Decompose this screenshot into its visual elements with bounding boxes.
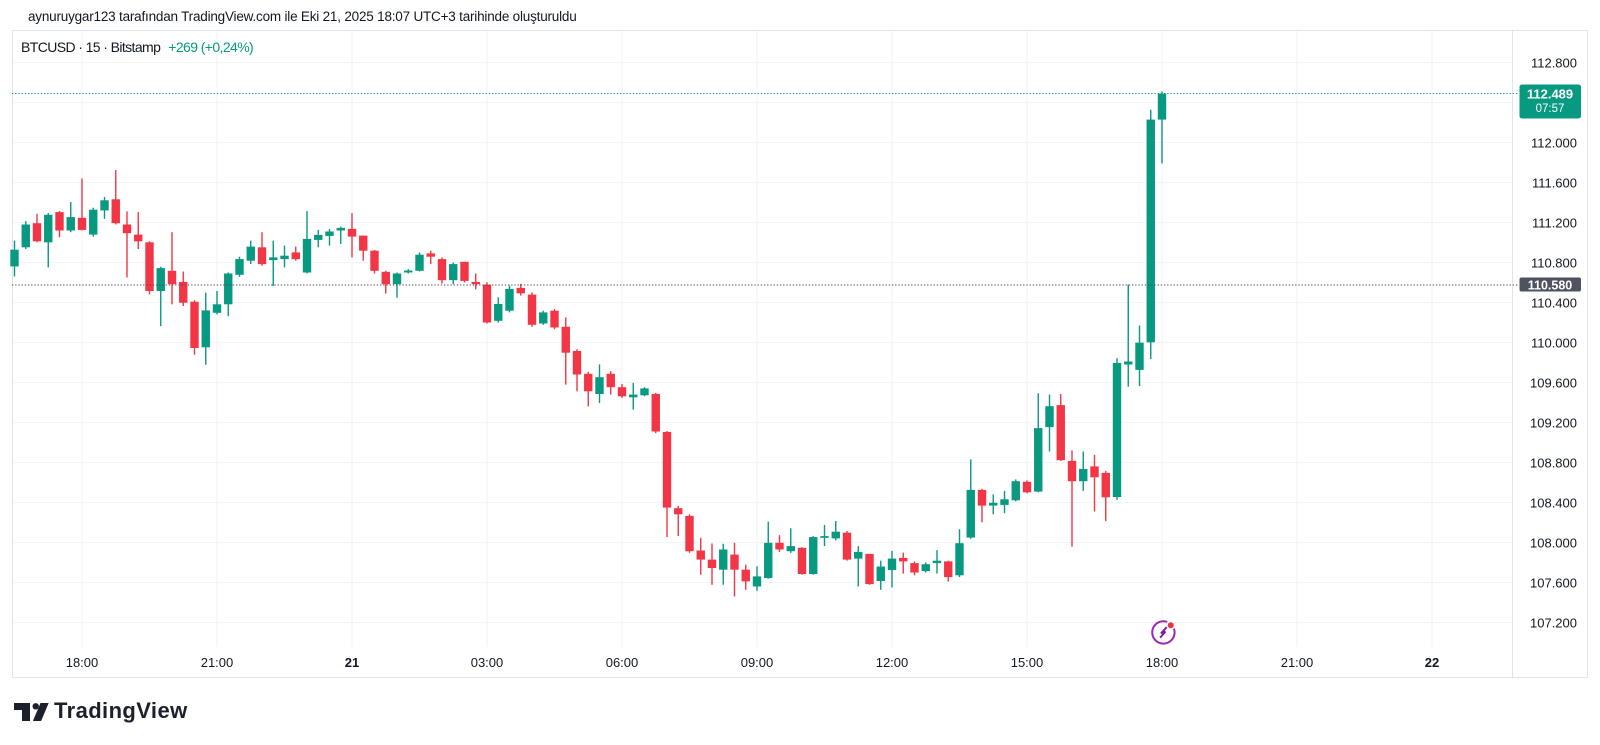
svg-text:110.000: 110.000 (1531, 336, 1577, 351)
svg-text:22: 22 (1425, 655, 1439, 670)
svg-text:108.400: 108.400 (1530, 496, 1577, 511)
svg-text:109.200: 109.200 (1530, 416, 1577, 431)
svg-text:112.800: 112.800 (1531, 56, 1577, 71)
svg-text:109.600: 109.600 (1530, 376, 1577, 391)
svg-text:03:00: 03:00 (471, 655, 504, 670)
svg-text:111.600: 111.600 (1532, 176, 1577, 191)
svg-text:TradingView: TradingView (54, 698, 188, 723)
svg-text:112.000: 112.000 (1531, 136, 1577, 151)
svg-text:110.400: 110.400 (1531, 296, 1577, 311)
svg-text:15:00: 15:00 (1011, 655, 1044, 670)
svg-text:21:00: 21:00 (201, 655, 234, 670)
svg-text:108.800: 108.800 (1530, 456, 1577, 471)
svg-text:112.489: 112.489 (1527, 87, 1573, 102)
svg-text:06:00: 06:00 (606, 655, 639, 670)
svg-text:21: 21 (345, 655, 359, 670)
svg-text:12:00: 12:00 (876, 655, 909, 670)
svg-text:110.580: 110.580 (1528, 279, 1573, 293)
svg-text:18:00: 18:00 (66, 655, 99, 670)
svg-text:21:00: 21:00 (1281, 655, 1314, 670)
svg-text:18:00: 18:00 (1146, 655, 1179, 670)
svg-text:110.800: 110.800 (1531, 256, 1577, 271)
svg-text:107.200: 107.200 (1530, 616, 1577, 631)
svg-text:111.200: 111.200 (1532, 216, 1577, 231)
svg-text:09:00: 09:00 (741, 655, 774, 670)
svg-text:108.000: 108.000 (1530, 536, 1577, 551)
svg-text:107.600: 107.600 (1530, 576, 1577, 591)
svg-text:07:57: 07:57 (1536, 103, 1565, 115)
